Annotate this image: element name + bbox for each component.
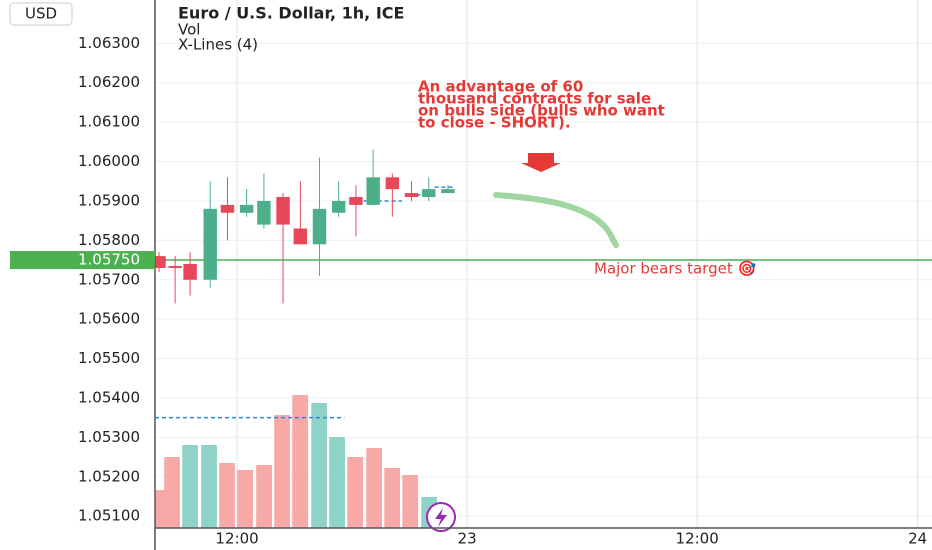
- y-tick-label: 1.05100: [78, 507, 140, 525]
- y-tick-label: 1.06200: [78, 73, 140, 91]
- y-tick-label: 1.05900: [78, 191, 140, 209]
- candle-body: [331, 200, 346, 213]
- candle-body: [312, 208, 327, 245]
- y-tick-label: 1.05800: [78, 231, 140, 249]
- level-box: [10, 251, 155, 270]
- x-tick-label: 24: [908, 530, 927, 548]
- down-arrow: [521, 153, 561, 172]
- volume-bar: [402, 475, 419, 528]
- chart-title: Euro / U.S. Dollar, 1h, ICE: [178, 4, 404, 23]
- candle-body: [183, 264, 197, 280]
- volume-bar: [347, 457, 364, 528]
- indicator: Vol: [178, 21, 200, 39]
- volume-bar: [311, 403, 327, 528]
- volume-pane: [151, 395, 438, 528]
- candle-body: [257, 200, 271, 225]
- level-label: 1.05750: [78, 251, 140, 269]
- candle-body: [404, 193, 419, 198]
- price-axis-panel: [0, 0, 155, 550]
- currency-box: [9, 2, 73, 26]
- volume-bar: [237, 470, 253, 528]
- indicator: X-Lines (4): [178, 36, 258, 54]
- axes: 1.06300 1.06200 1.06100 1.06000 1.05900 1.058…: [10, 34, 927, 548]
- volume-bar: [384, 468, 401, 528]
- candle-body: [152, 256, 166, 268]
- candle-body: [422, 189, 436, 198]
- candle-body: [349, 197, 363, 205]
- grid: [155, 0, 932, 528]
- annotation: thousand contracts for sale: [418, 90, 651, 108]
- volume-bar: [274, 415, 290, 528]
- x-tick-label: 12:00: [215, 530, 258, 548]
- price-pane: [152, 149, 932, 419]
- candle-body: [276, 197, 290, 225]
- y-tick-label: 1.06000: [78, 152, 140, 170]
- volume-bar: [164, 457, 180, 528]
- annotation: to close - SHORT).: [418, 114, 571, 132]
- drawn-curve: [493, 192, 619, 248]
- volume-bar: [292, 395, 308, 528]
- x-tick-label: 12:00: [676, 530, 719, 548]
- volume-bar: [219, 463, 235, 528]
- x-tick-label: 23: [458, 530, 477, 548]
- volume-bar: [201, 445, 217, 528]
- volume-bar: [256, 465, 272, 528]
- target-label: Major bears target 🎯: [594, 260, 756, 278]
- volume-bar: [182, 445, 198, 528]
- y-tick-label: 1.05700: [78, 270, 140, 288]
- annotation: An advantage of 60: [418, 78, 583, 96]
- y-tick-label: 1.05500: [78, 349, 140, 367]
- y-tick-label: 1.05400: [78, 388, 140, 406]
- candle-body: [293, 228, 308, 245]
- y-tick-label: 1.05300: [78, 428, 140, 446]
- lightning-bolt: [435, 508, 447, 527]
- candle-body: [441, 189, 455, 194]
- candle-body: [220, 204, 235, 213]
- y-tick-label: 1.05200: [78, 467, 140, 485]
- annotation: on bulls side (bulls who want: [418, 102, 665, 120]
- volume-bar: [329, 437, 345, 528]
- candle-body: [366, 177, 380, 205]
- candle-body: [168, 265, 182, 268]
- candle-body: [239, 204, 254, 213]
- volume-bar: [366, 448, 382, 528]
- y-tick-label: 1.06100: [78, 113, 140, 131]
- currency: USD: [25, 5, 57, 23]
- candle-body: [203, 208, 217, 280]
- candle-body: [385, 177, 400, 190]
- y-tick-label: 1.05600: [78, 310, 140, 328]
- y-tick-label: 1.06300: [78, 34, 140, 52]
